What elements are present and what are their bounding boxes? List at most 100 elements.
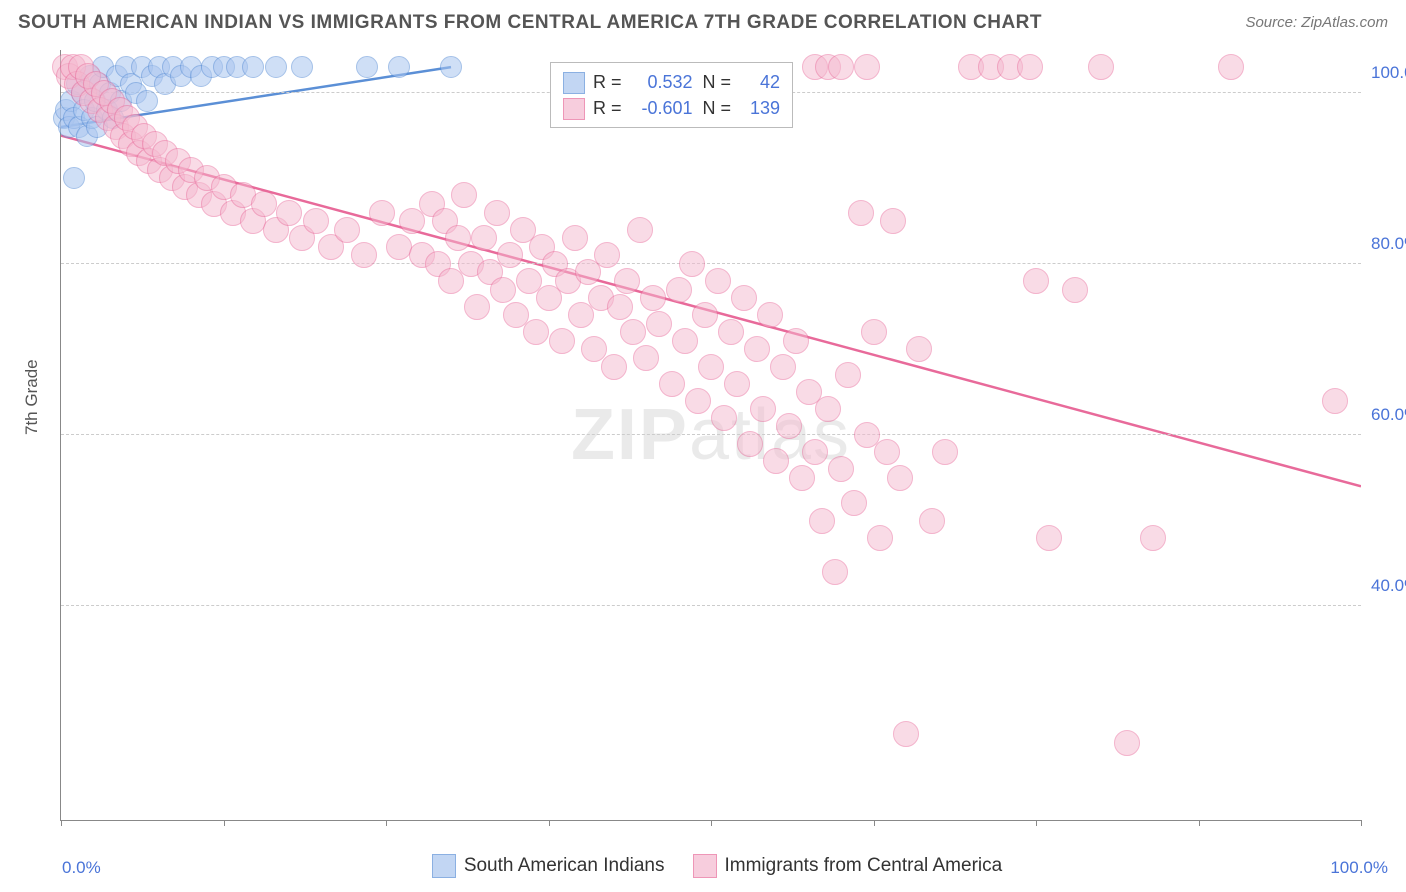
data-point-ica <box>841 490 867 516</box>
legend-swatch-sai <box>432 854 456 878</box>
data-point-ica <box>919 508 945 534</box>
gridline-h <box>61 263 1361 264</box>
data-point-ica <box>809 508 835 534</box>
data-point-ica <box>1114 730 1140 756</box>
data-point-ica <box>497 242 523 268</box>
legend-swatch-sai <box>563 72 585 94</box>
legend-row-ica: R = -0.601 N = 139 <box>563 95 780 121</box>
legend-label-ica: Immigrants from Central America <box>725 855 1003 876</box>
data-point-ica <box>523 319 549 345</box>
x-tick <box>711 820 712 826</box>
data-point-ica <box>1088 54 1114 80</box>
data-point-ica <box>351 242 377 268</box>
data-point-ica <box>471 225 497 251</box>
x-tick <box>224 820 225 826</box>
data-point-ica <box>835 362 861 388</box>
data-point-ica <box>848 200 874 226</box>
source-attribution: Source: ZipAtlas.com <box>1245 14 1388 31</box>
data-point-ica <box>893 721 919 747</box>
x-tick <box>61 820 62 826</box>
gridline-h <box>61 434 1361 435</box>
data-point-ica <box>303 208 329 234</box>
data-point-ica <box>484 200 510 226</box>
data-point-ica <box>854 54 880 80</box>
data-point-sai <box>265 56 287 78</box>
data-point-ica <box>685 388 711 414</box>
data-point-sai <box>136 90 158 112</box>
data-point-ica <box>815 396 841 422</box>
data-point-ica <box>614 268 640 294</box>
data-point-sai <box>291 56 313 78</box>
x-tick <box>1361 820 1362 826</box>
y-axis-label: 7th Grade <box>22 359 42 435</box>
data-point-ica <box>705 268 731 294</box>
data-point-ica <box>731 285 757 311</box>
x-tick <box>386 820 387 826</box>
data-point-ica <box>1062 277 1088 303</box>
data-point-ica <box>640 285 666 311</box>
data-point-ica <box>633 345 659 371</box>
data-point-ica <box>698 354 724 380</box>
data-point-ica <box>1017 54 1043 80</box>
data-point-ica <box>679 251 705 277</box>
data-point-ica <box>828 456 854 482</box>
y-tick-label: 80.0% <box>1371 234 1406 254</box>
data-point-ica <box>646 311 672 337</box>
data-point-sai <box>388 56 410 78</box>
data-point-ica <box>334 217 360 243</box>
data-point-ica <box>789 465 815 491</box>
data-point-ica <box>1023 268 1049 294</box>
trend-lines-layer <box>61 50 1361 820</box>
data-point-ica <box>874 439 900 465</box>
data-point-ica <box>757 302 783 328</box>
data-point-ica <box>763 448 789 474</box>
chart-title: SOUTH AMERICAN INDIAN VS IMMIGRANTS FROM… <box>18 12 1042 34</box>
data-point-ica <box>770 354 796 380</box>
data-point-ica <box>666 277 692 303</box>
data-point-ica <box>445 225 471 251</box>
data-point-ica <box>601 354 627 380</box>
data-point-ica <box>562 225 588 251</box>
data-point-ica <box>783 328 809 354</box>
gridline-h <box>61 605 1361 606</box>
data-point-sai <box>356 56 378 78</box>
x-tick <box>549 820 550 826</box>
series-legend: South American Indians Immigrants from Ce… <box>0 854 1406 878</box>
y-tick-label: 100.0% <box>1371 63 1406 83</box>
data-point-ica <box>724 371 750 397</box>
data-point-ica <box>932 439 958 465</box>
data-point-ica <box>711 405 737 431</box>
data-point-ica <box>802 439 828 465</box>
data-point-ica <box>627 217 653 243</box>
data-point-sai <box>242 56 264 78</box>
data-point-ica <box>1218 54 1244 80</box>
data-point-ica <box>251 191 277 217</box>
x-tick <box>1036 820 1037 826</box>
data-point-ica <box>887 465 913 491</box>
data-point-ica <box>451 182 477 208</box>
correlation-legend: R = 0.532 N = 42R = -0.601 N = 139 <box>550 62 793 128</box>
y-tick-label: 40.0% <box>1371 576 1406 596</box>
data-point-ica <box>861 319 887 345</box>
data-point-ica <box>386 234 412 260</box>
data-point-ica <box>776 413 802 439</box>
data-point-ica <box>737 431 763 457</box>
x-tick <box>1199 820 1200 826</box>
data-point-ica <box>490 277 516 303</box>
data-point-ica <box>1140 525 1166 551</box>
legend-row-sai: R = 0.532 N = 42 <box>563 69 780 95</box>
data-point-ica <box>620 319 646 345</box>
scatter-plot-area: ZIPatlas 100.0%80.0%60.0%40.0% <box>60 50 1361 821</box>
legend-swatch-ica <box>693 854 717 878</box>
data-point-ica <box>744 336 770 362</box>
data-point-ica <box>867 525 893 551</box>
legend-swatch-ica <box>563 98 585 120</box>
data-point-ica <box>750 396 776 422</box>
y-tick-label: 60.0% <box>1371 405 1406 425</box>
data-point-ica <box>828 54 854 80</box>
data-point-ica <box>549 328 575 354</box>
data-point-ica <box>822 559 848 585</box>
data-point-ica <box>659 371 685 397</box>
legend-label-sai: South American Indians <box>464 855 665 876</box>
data-point-ica <box>1322 388 1348 414</box>
